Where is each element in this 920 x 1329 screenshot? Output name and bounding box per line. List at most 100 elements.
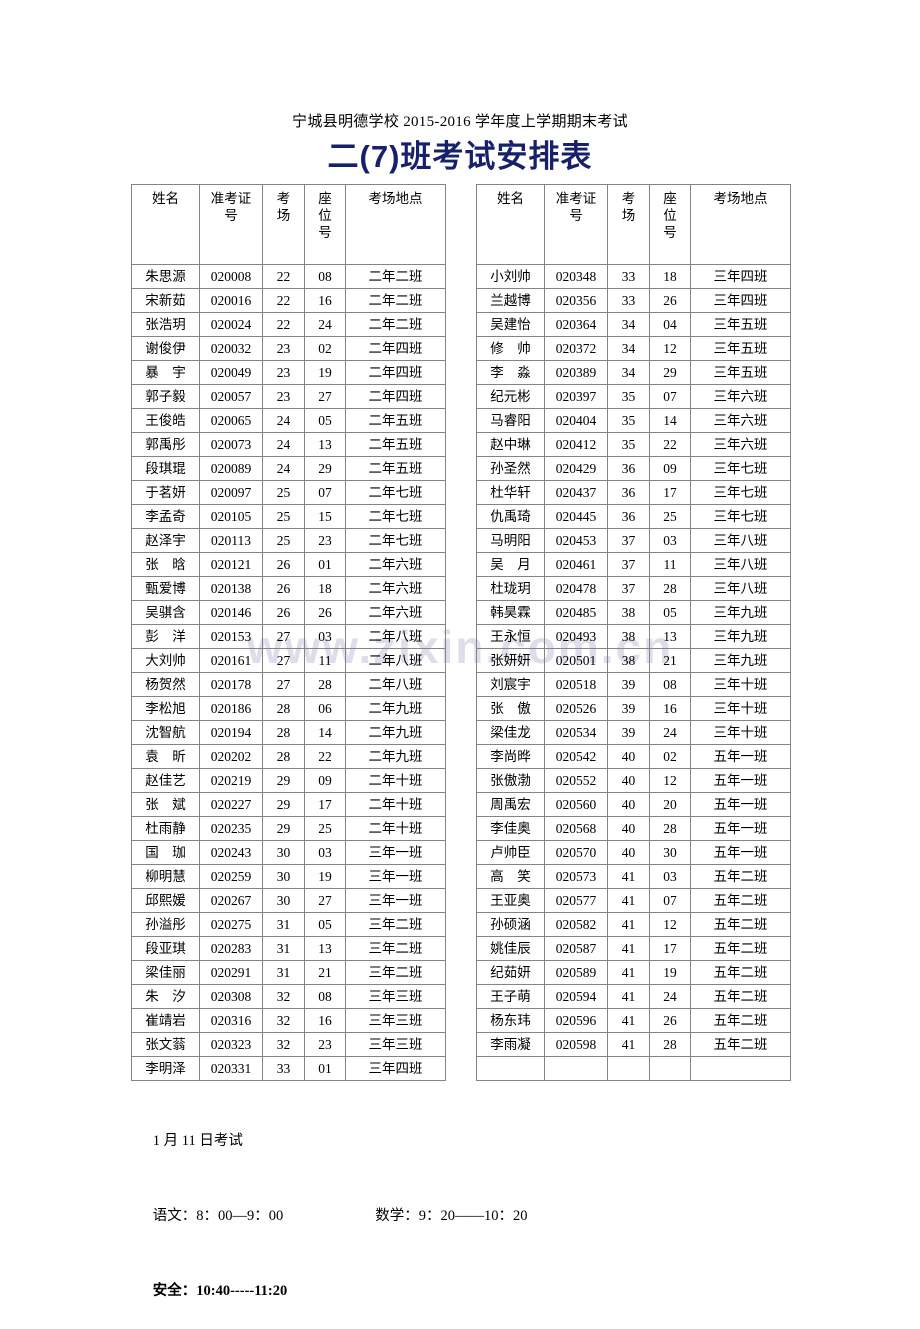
cell-exam-room: 35 (607, 384, 650, 409)
cell-exam-location: 二年四班 (345, 384, 446, 409)
cell-name: 朱思源 (131, 264, 200, 289)
cell-exam-room: 34 (607, 336, 650, 361)
cell-name: 沈智航 (131, 720, 200, 745)
cell-exam-location: 二年二班 (345, 264, 446, 289)
table-row: 赵泽宇 020113 25 23 二年七班 (131, 528, 446, 553)
cell-seat-number: 28 (649, 1032, 691, 1057)
cell-exam-room: 33 (607, 264, 650, 289)
cell-seat-number: 20 (649, 792, 691, 817)
cell-seat-number: 02 (649, 744, 691, 769)
cell-seat-number: 13 (649, 624, 691, 649)
cell-exam-room: 29 (262, 816, 305, 841)
footer-notes: 1 月 11 日考试 语文：8：00—9：00 数学：9：20——10：20 安全… (131, 1104, 831, 1329)
cell-ticket-number: 020587 (544, 936, 608, 961)
cell-ticket-number: 020283 (199, 936, 263, 961)
cell-exam-location: 三年三班 (345, 984, 446, 1009)
cell-exam-location: 三年六班 (690, 384, 791, 409)
cell-seat-number: 21 (649, 648, 691, 673)
cell-seat-number: 11 (649, 552, 691, 577)
cell-seat-number: 22 (304, 744, 346, 769)
cell-name: 孙圣然 (476, 456, 545, 481)
cell-name: 吴骐含 (131, 600, 200, 625)
cell-seat-number: 13 (304, 432, 346, 457)
cell-seat-number: 29 (304, 456, 346, 481)
cell-name: 马睿阳 (476, 408, 545, 433)
cell-name: 李佳奥 (476, 816, 545, 841)
cell-exam-room: 23 (262, 360, 305, 385)
cell-exam-room: 40 (607, 744, 650, 769)
cell-exam-room: 31 (262, 936, 305, 961)
cell-ticket-number: 020243 (199, 840, 263, 865)
cell-exam-room: 37 (607, 576, 650, 601)
cell-seat-number: 04 (649, 312, 691, 337)
cell-seat-number: 28 (649, 576, 691, 601)
cell-seat-number: 14 (649, 408, 691, 433)
table-row: 于茗妍 020097 25 07 二年七班 (131, 480, 446, 505)
cell-seat-number: 01 (304, 1056, 346, 1081)
header-row: 姓名 准考证 号 考 场 座 位 号 (131, 184, 446, 265)
cell-seat-number: 25 (304, 816, 346, 841)
cell-seat-number: 02 (304, 336, 346, 361)
cell-ticket-number: 020560 (544, 792, 608, 817)
cell-ticket-number: 020493 (544, 624, 608, 649)
cell-ticket-number: 020194 (199, 720, 263, 745)
cell-seat-number: 08 (304, 984, 346, 1009)
cell-exam-room: 41 (607, 912, 650, 937)
cell-exam-room: 25 (262, 480, 305, 505)
cell-ticket-number: 020153 (199, 624, 263, 649)
cell-exam-location: 三年二班 (345, 960, 446, 985)
cell-ticket-number: 020267 (199, 888, 263, 913)
cell-ticket-number: 020485 (544, 600, 608, 625)
cell-exam-room: 38 (607, 624, 650, 649)
table-row: 吴骐含 020146 26 26 二年六班 (131, 600, 446, 625)
table-row: 王永恒 020493 38 13 三年九班 (476, 624, 791, 649)
cell-name: 李松旭 (131, 696, 200, 721)
cell-ticket-number: 020356 (544, 288, 608, 313)
cell-seat-number: 19 (649, 960, 691, 985)
cell-seat-number: 09 (649, 456, 691, 481)
cell-exam-location: 三年八班 (690, 576, 791, 601)
cell-seat-number: 03 (304, 624, 346, 649)
cell-ticket-number: 020594 (544, 984, 608, 1009)
cell-exam-location: 二年五班 (345, 408, 446, 433)
table-row: 谢俊伊 020032 23 02 二年四班 (131, 336, 446, 361)
cell-exam-room: 26 (262, 576, 305, 601)
exam-schedule-page: www.zixin.com.cn 宁城县明德学校 2015-2016 学年度上学… (131, 114, 791, 1299)
cell-exam-room: 33 (607, 288, 650, 313)
cell-exam-location: 五年二班 (690, 960, 791, 985)
cell-ticket-number: 020453 (544, 528, 608, 553)
header-label-room-2: 场 (276, 208, 291, 223)
cell-name: 柳明慧 (131, 864, 200, 889)
cell-exam-location: 三年五班 (690, 336, 791, 361)
cell-ticket-number: 020589 (544, 960, 608, 985)
cell-exam-room: 29 (262, 792, 305, 817)
cell-seat-number: 18 (649, 264, 691, 289)
cell-ticket-number: 020227 (199, 792, 263, 817)
cell-exam-room: 22 (262, 312, 305, 337)
cell-ticket-number: 020089 (199, 456, 263, 481)
cell-name: 李孟奇 (131, 504, 200, 529)
table-row: 马睿阳 020404 35 14 三年六班 (476, 408, 791, 433)
document-subtitle: 宁城县明德学校 2015-2016 学年度上学期期末考试 (292, 114, 628, 130)
cell-exam-location: 三年七班 (690, 456, 791, 481)
cell-name: 仇禹琦 (476, 504, 545, 529)
cell-exam-location: 三年二班 (345, 912, 446, 937)
cell-name: 王永恒 (476, 624, 545, 649)
cell-name: 杨东玮 (476, 1008, 545, 1033)
cell-name: 张傲渤 (476, 768, 545, 793)
cell-exam-location: 二年十班 (345, 792, 446, 817)
cell-seat-number: 12 (649, 768, 691, 793)
cell-name: 吴 月 (476, 552, 545, 577)
cell-seat-number: 17 (304, 792, 346, 817)
table-row: 孙溢彤 020275 31 05 三年二班 (131, 912, 446, 937)
cell-name: 周禹宏 (476, 792, 545, 817)
header-cell-ticket: 准考证 号 (199, 184, 263, 265)
cell-exam-location: 二年六班 (345, 576, 446, 601)
table-row: 纪元彬 020397 35 07 三年六班 (476, 384, 791, 409)
cell-exam-room: 37 (607, 528, 650, 553)
cell-name: 于茗妍 (131, 480, 200, 505)
cell-exam-room: 41 (607, 984, 650, 1009)
cell-exam-location: 三年一班 (345, 864, 446, 889)
header-cell-place: 考场地点 (690, 184, 791, 265)
table-row: 韩昊霖 020485 38 05 三年九班 (476, 600, 791, 625)
